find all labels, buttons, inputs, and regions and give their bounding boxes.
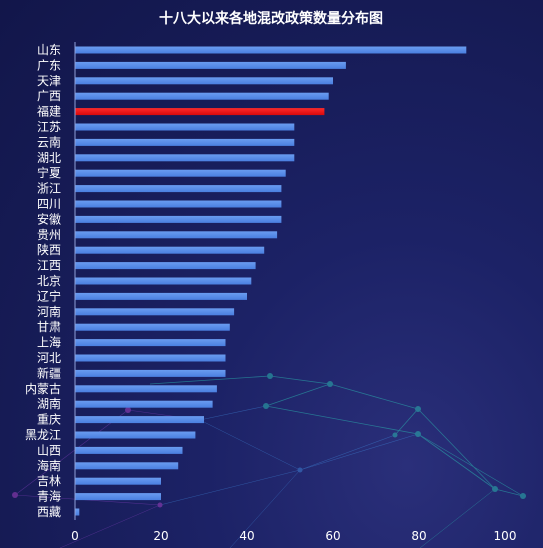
bar-山东 bbox=[75, 46, 467, 54]
category-label: 安徽 bbox=[37, 211, 61, 226]
category-label: 甘肃 bbox=[37, 320, 61, 334]
bar-青海 bbox=[75, 493, 161, 501]
bar-广东 bbox=[75, 61, 346, 69]
bar-北京 bbox=[75, 277, 252, 285]
category-label: 江苏 bbox=[37, 120, 61, 134]
bar-安徽 bbox=[75, 215, 282, 223]
category-label: 云南 bbox=[37, 134, 61, 149]
bar-新疆 bbox=[75, 369, 226, 377]
bar-河北 bbox=[75, 354, 226, 362]
category-label: 天津 bbox=[37, 74, 61, 88]
x-tick-label: 0 bbox=[71, 529, 79, 543]
category-label: 宁夏 bbox=[37, 165, 61, 180]
x-tick-label: 100 bbox=[494, 529, 517, 543]
category-label: 上海 bbox=[37, 335, 61, 350]
bar-甘肃 bbox=[75, 323, 230, 331]
category-label: 山东 bbox=[37, 43, 61, 57]
category-label: 贵州 bbox=[37, 228, 61, 242]
bar-海南 bbox=[75, 462, 179, 470]
category-label: 湖南 bbox=[37, 396, 61, 411]
category-label: 海南 bbox=[37, 458, 61, 473]
category-label: 北京 bbox=[37, 274, 61, 288]
x-tick-label: 60 bbox=[325, 529, 340, 543]
category-label: 广西 bbox=[37, 89, 61, 103]
category-label: 四川 bbox=[37, 197, 61, 211]
x-tick-label: 40 bbox=[239, 529, 254, 543]
bar-江苏 bbox=[75, 123, 295, 131]
bar-西藏 bbox=[75, 508, 80, 516]
bar-天津 bbox=[75, 77, 333, 85]
bar-山西 bbox=[75, 446, 183, 454]
category-label: 江西 bbox=[37, 259, 61, 273]
category-label: 重庆 bbox=[37, 413, 61, 427]
bar-吉林 bbox=[75, 477, 161, 485]
bar-贵州 bbox=[75, 231, 278, 239]
category-label: 黑龙江 bbox=[25, 428, 61, 442]
category-label: 青海 bbox=[37, 489, 61, 504]
category-label: 陕西 bbox=[37, 242, 61, 257]
bar-福建 bbox=[75, 108, 325, 116]
category-label: 新疆 bbox=[37, 365, 61, 380]
category-label: 山西 bbox=[37, 443, 61, 457]
bar-湖南 bbox=[75, 400, 213, 408]
bar-江西 bbox=[75, 262, 256, 270]
chart-title: 十八大以来各地混改政策数量分布图 bbox=[159, 10, 383, 27]
category-label: 广东 bbox=[37, 58, 61, 72]
category-label: 河南 bbox=[37, 304, 61, 319]
bar-宁夏 bbox=[75, 169, 286, 177]
bar-广西 bbox=[75, 92, 329, 100]
category-label: 湖北 bbox=[37, 150, 61, 165]
x-tick-label: 80 bbox=[411, 529, 426, 543]
bar-浙江 bbox=[75, 185, 282, 193]
bar-黑龙江 bbox=[75, 431, 196, 439]
category-label: 内蒙古 bbox=[25, 381, 61, 396]
bar-云南 bbox=[75, 138, 295, 146]
category-label: 辽宁 bbox=[37, 288, 61, 303]
bar-重庆 bbox=[75, 416, 204, 424]
bar-内蒙古 bbox=[75, 385, 217, 393]
x-tick-label: 20 bbox=[153, 529, 168, 543]
network-decoration bbox=[12, 373, 526, 548]
bar-上海 bbox=[75, 339, 226, 347]
category-label: 福建 bbox=[37, 104, 61, 119]
category-label: 河北 bbox=[37, 351, 61, 365]
category-label: 吉林 bbox=[37, 474, 61, 488]
category-label: 浙江 bbox=[37, 182, 61, 196]
bar-四川 bbox=[75, 200, 282, 208]
bar-河南 bbox=[75, 308, 235, 316]
bar-辽宁 bbox=[75, 292, 247, 300]
bar-陕西 bbox=[75, 246, 265, 254]
bar-湖北 bbox=[75, 154, 295, 162]
category-label: 西藏 bbox=[37, 505, 61, 519]
